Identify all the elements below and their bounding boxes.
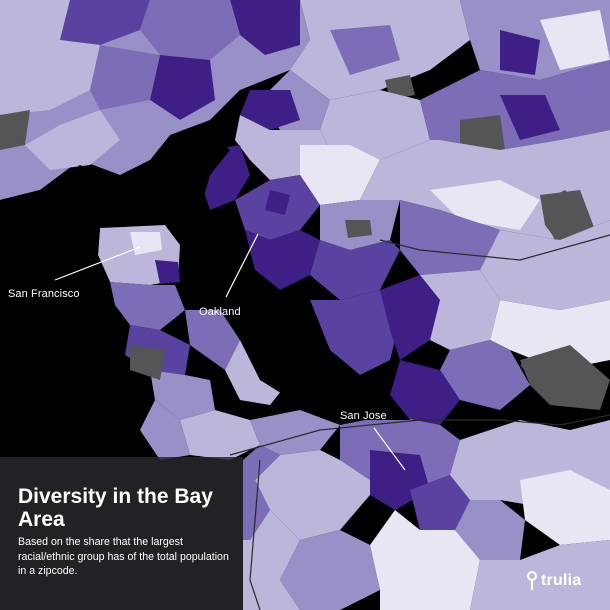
south-bay-region [243, 270, 610, 610]
map-pin-icon [527, 571, 537, 590]
label-san-jose: San Jose [340, 410, 387, 422]
info-subtitle: Based on the share that the largest raci… [18, 536, 229, 577]
no-data-areas [0, 112, 600, 405]
info-panel [0, 457, 243, 610]
san-jose-leader-line [373, 427, 406, 471]
label-leader-lines [54, 233, 406, 471]
north-east-region [240, 0, 610, 160]
brand-name: trulia [541, 572, 582, 589]
label-oakland: Oakland [199, 306, 241, 318]
trulia-logo: trulia [526, 570, 581, 592]
bay-water [0, 135, 410, 450]
san-francisco-leader-line [54, 246, 141, 281]
info-title: Diversity in the Bay Area [18, 485, 213, 531]
label-san-francisco: San Francisco [8, 288, 80, 300]
county-boundaries [229, 234, 610, 610]
north-bay-region [0, 0, 310, 200]
oakland-leader-line [225, 233, 259, 298]
